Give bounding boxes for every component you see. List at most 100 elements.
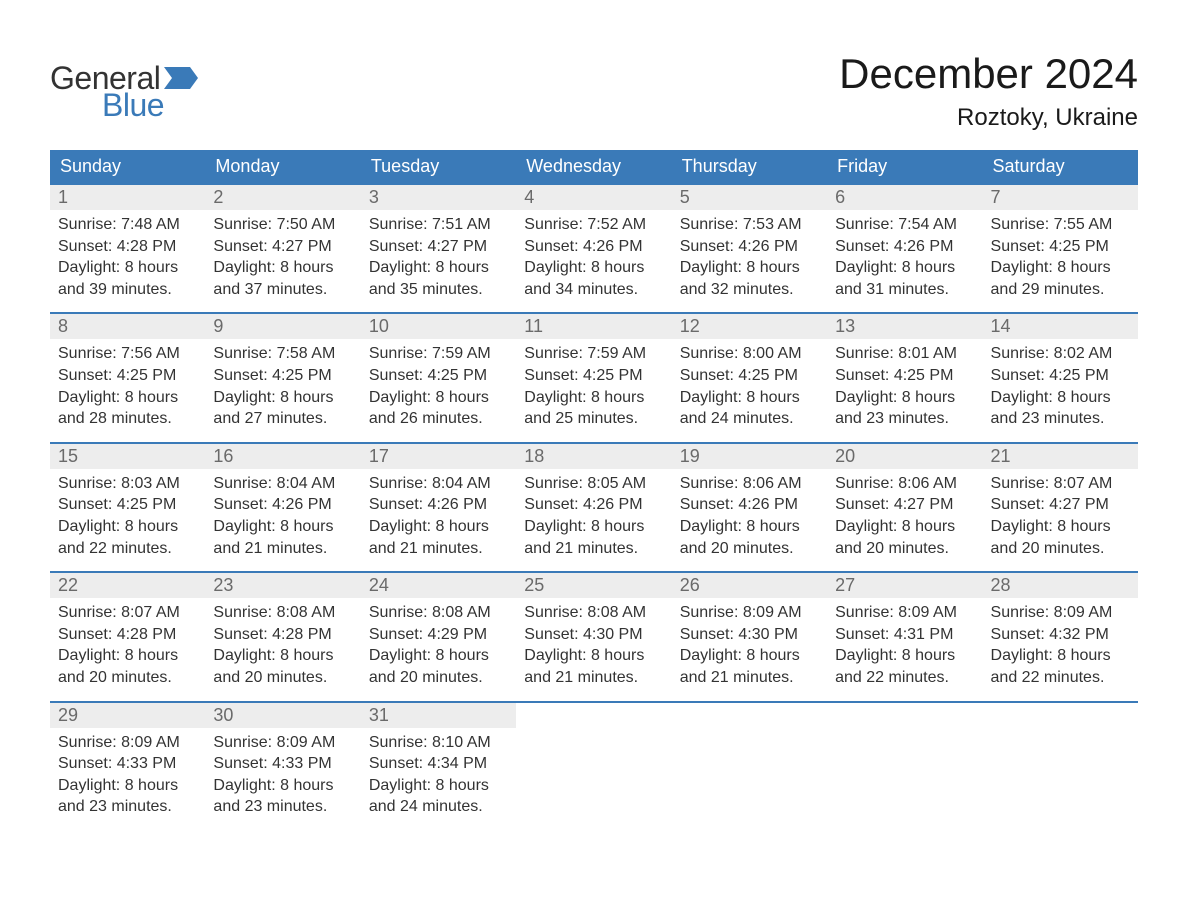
daylight-line-1: Daylight: 8 hours — [991, 645, 1130, 667]
day-number: 16 — [205, 444, 360, 469]
daylight-line-2: and 31 minutes. — [835, 279, 974, 301]
sunrise-line: Sunrise: 7:59 AM — [524, 343, 663, 365]
day-details: Sunrise: 7:54 AMSunset: 4:26 PMDaylight:… — [827, 210, 982, 312]
week-row: 8Sunrise: 7:56 AMSunset: 4:25 PMDaylight… — [50, 312, 1138, 441]
day-details: Sunrise: 8:08 AMSunset: 4:29 PMDaylight:… — [361, 598, 516, 700]
daylight-line-1: Daylight: 8 hours — [835, 257, 974, 279]
sunset-line: Sunset: 4:25 PM — [58, 494, 197, 516]
day-number: 22 — [50, 573, 205, 598]
daylight-line-1: Daylight: 8 hours — [991, 387, 1130, 409]
header: General Blue December 2024 Roztoky, Ukra… — [50, 50, 1138, 132]
daylight-line-2: and 23 minutes. — [58, 796, 197, 818]
calendar: SundayMondayTuesdayWednesdayThursdayFrid… — [50, 150, 1138, 830]
sunset-line: Sunset: 4:26 PM — [524, 236, 663, 258]
day-cell: 7Sunrise: 7:55 AMSunset: 4:25 PMDaylight… — [983, 185, 1138, 312]
daylight-line-2: and 26 minutes. — [369, 408, 508, 430]
day-number: 3 — [361, 185, 516, 210]
daylight-line-2: and 35 minutes. — [369, 279, 508, 301]
sunrise-line: Sunrise: 8:06 AM — [835, 473, 974, 495]
sunrise-line: Sunrise: 8:08 AM — [213, 602, 352, 624]
sunrise-line: Sunrise: 8:10 AM — [369, 732, 508, 754]
sunset-line: Sunset: 4:30 PM — [680, 624, 819, 646]
week-row: 1Sunrise: 7:48 AMSunset: 4:28 PMDaylight… — [50, 183, 1138, 312]
daylight-line-2: and 23 minutes. — [213, 796, 352, 818]
day-number — [827, 703, 982, 728]
daylight-line-2: and 22 minutes. — [991, 667, 1130, 689]
sunset-line: Sunset: 4:31 PM — [835, 624, 974, 646]
daylight-line-2: and 20 minutes. — [835, 538, 974, 560]
day-details: Sunrise: 7:59 AMSunset: 4:25 PMDaylight:… — [361, 339, 516, 441]
daylight-line-2: and 21 minutes. — [369, 538, 508, 560]
weekday-header-cell: Saturday — [983, 150, 1138, 183]
day-number: 6 — [827, 185, 982, 210]
day-cell: 9 Sunrise: 7:58 AMSunset: 4:25 PMDaylight… — [205, 314, 360, 441]
sunset-line: Sunset: 4:25 PM — [524, 365, 663, 387]
daylight-line-1: Daylight: 8 hours — [991, 257, 1130, 279]
day-cell — [827, 703, 982, 830]
sunset-line: Sunset: 4:25 PM — [213, 365, 352, 387]
day-number: 17 — [361, 444, 516, 469]
daylight-line-2: and 21 minutes. — [524, 667, 663, 689]
sunrise-line: Sunrise: 8:03 AM — [58, 473, 197, 495]
sunset-line: Sunset: 4:27 PM — [369, 236, 508, 258]
sunrise-line: Sunrise: 8:09 AM — [213, 732, 352, 754]
sunrise-line: Sunrise: 8:09 AM — [58, 732, 197, 754]
daylight-line-2: and 20 minutes. — [680, 538, 819, 560]
day-cell: 29 Sunrise: 8:09 AMSunset: 4:33 PMDayligh… — [50, 703, 205, 830]
day-cell: 22Sunrise: 8:07 AMSunset: 4:28 PMDayligh… — [50, 573, 205, 700]
daylight-line-2: and 20 minutes. — [991, 538, 1130, 560]
daylight-line-2: and 21 minutes. — [213, 538, 352, 560]
sunrise-line: Sunrise: 7:58 AM — [213, 343, 352, 365]
daylight-line-2: and 24 minutes. — [369, 796, 508, 818]
month-title: December 2024 — [839, 50, 1138, 98]
day-details: Sunrise: 8:00 AMSunset: 4:25 PMDaylight:… — [672, 339, 827, 441]
day-number: 28 — [983, 573, 1138, 598]
daylight-line-1: Daylight: 8 hours — [58, 775, 197, 797]
sunrise-line: Sunrise: 8:00 AM — [680, 343, 819, 365]
day-details: Sunrise: 7:53 AMSunset: 4:26 PMDaylight:… — [672, 210, 827, 312]
day-details: Sunrise: 7:52 AMSunset: 4:26 PMDaylight:… — [516, 210, 671, 312]
sunset-line: Sunset: 4:27 PM — [213, 236, 352, 258]
sunset-line: Sunset: 4:26 PM — [680, 236, 819, 258]
daylight-line-1: Daylight: 8 hours — [369, 775, 508, 797]
weekday-header-cell: Monday — [205, 150, 360, 183]
day-number: 29 — [50, 703, 205, 728]
daylight-line-1: Daylight: 8 hours — [58, 387, 197, 409]
day-details: Sunrise: 8:05 AMSunset: 4:26 PMDaylight:… — [516, 469, 671, 571]
day-details: Sunrise: 8:08 AMSunset: 4:30 PMDaylight:… — [516, 598, 671, 700]
daylight-line-2: and 21 minutes. — [524, 538, 663, 560]
day-cell: 24Sunrise: 8:08 AMSunset: 4:29 PMDayligh… — [361, 573, 516, 700]
day-number: 8 — [50, 314, 205, 339]
sunset-line: Sunset: 4:28 PM — [58, 624, 197, 646]
daylight-line-2: and 22 minutes. — [58, 538, 197, 560]
daylight-line-1: Daylight: 8 hours — [680, 516, 819, 538]
day-cell: 14Sunrise: 8:02 AMSunset: 4:25 PMDayligh… — [983, 314, 1138, 441]
daylight-line-1: Daylight: 8 hours — [680, 387, 819, 409]
day-cell — [516, 703, 671, 830]
sunrise-line: Sunrise: 7:54 AM — [835, 214, 974, 236]
day-number: 25 — [516, 573, 671, 598]
sunset-line: Sunset: 4:33 PM — [58, 753, 197, 775]
daylight-line-1: Daylight: 8 hours — [213, 516, 352, 538]
daylight-line-1: Daylight: 8 hours — [991, 516, 1130, 538]
daylight-line-1: Daylight: 8 hours — [680, 645, 819, 667]
day-cell: 19Sunrise: 8:06 AMSunset: 4:26 PMDayligh… — [672, 444, 827, 571]
daylight-line-1: Daylight: 8 hours — [369, 257, 508, 279]
sunrise-line: Sunrise: 8:07 AM — [991, 473, 1130, 495]
daylight-line-1: Daylight: 8 hours — [213, 387, 352, 409]
day-number: 5 — [672, 185, 827, 210]
day-number: 23 — [205, 573, 360, 598]
day-details: Sunrise: 8:07 AMSunset: 4:27 PMDaylight:… — [983, 469, 1138, 571]
sunrise-line: Sunrise: 7:52 AM — [524, 214, 663, 236]
sunset-line: Sunset: 4:26 PM — [835, 236, 974, 258]
sunset-line: Sunset: 4:25 PM — [369, 365, 508, 387]
daylight-line-2: and 25 minutes. — [524, 408, 663, 430]
title-block: December 2024 Roztoky, Ukraine — [839, 50, 1138, 132]
sunrise-line: Sunrise: 8:04 AM — [369, 473, 508, 495]
daylight-line-2: and 29 minutes. — [991, 279, 1130, 301]
day-number: 9 — [205, 314, 360, 339]
day-details: Sunrise: 8:09 AMSunset: 4:33 PMDaylight:… — [205, 728, 360, 830]
weekday-header-cell: Wednesday — [516, 150, 671, 183]
daylight-line-1: Daylight: 8 hours — [213, 645, 352, 667]
week-row: 22Sunrise: 8:07 AMSunset: 4:28 PMDayligh… — [50, 571, 1138, 700]
